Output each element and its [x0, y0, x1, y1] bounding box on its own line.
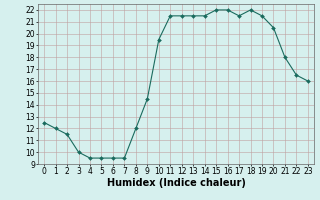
- X-axis label: Humidex (Indice chaleur): Humidex (Indice chaleur): [107, 178, 245, 188]
